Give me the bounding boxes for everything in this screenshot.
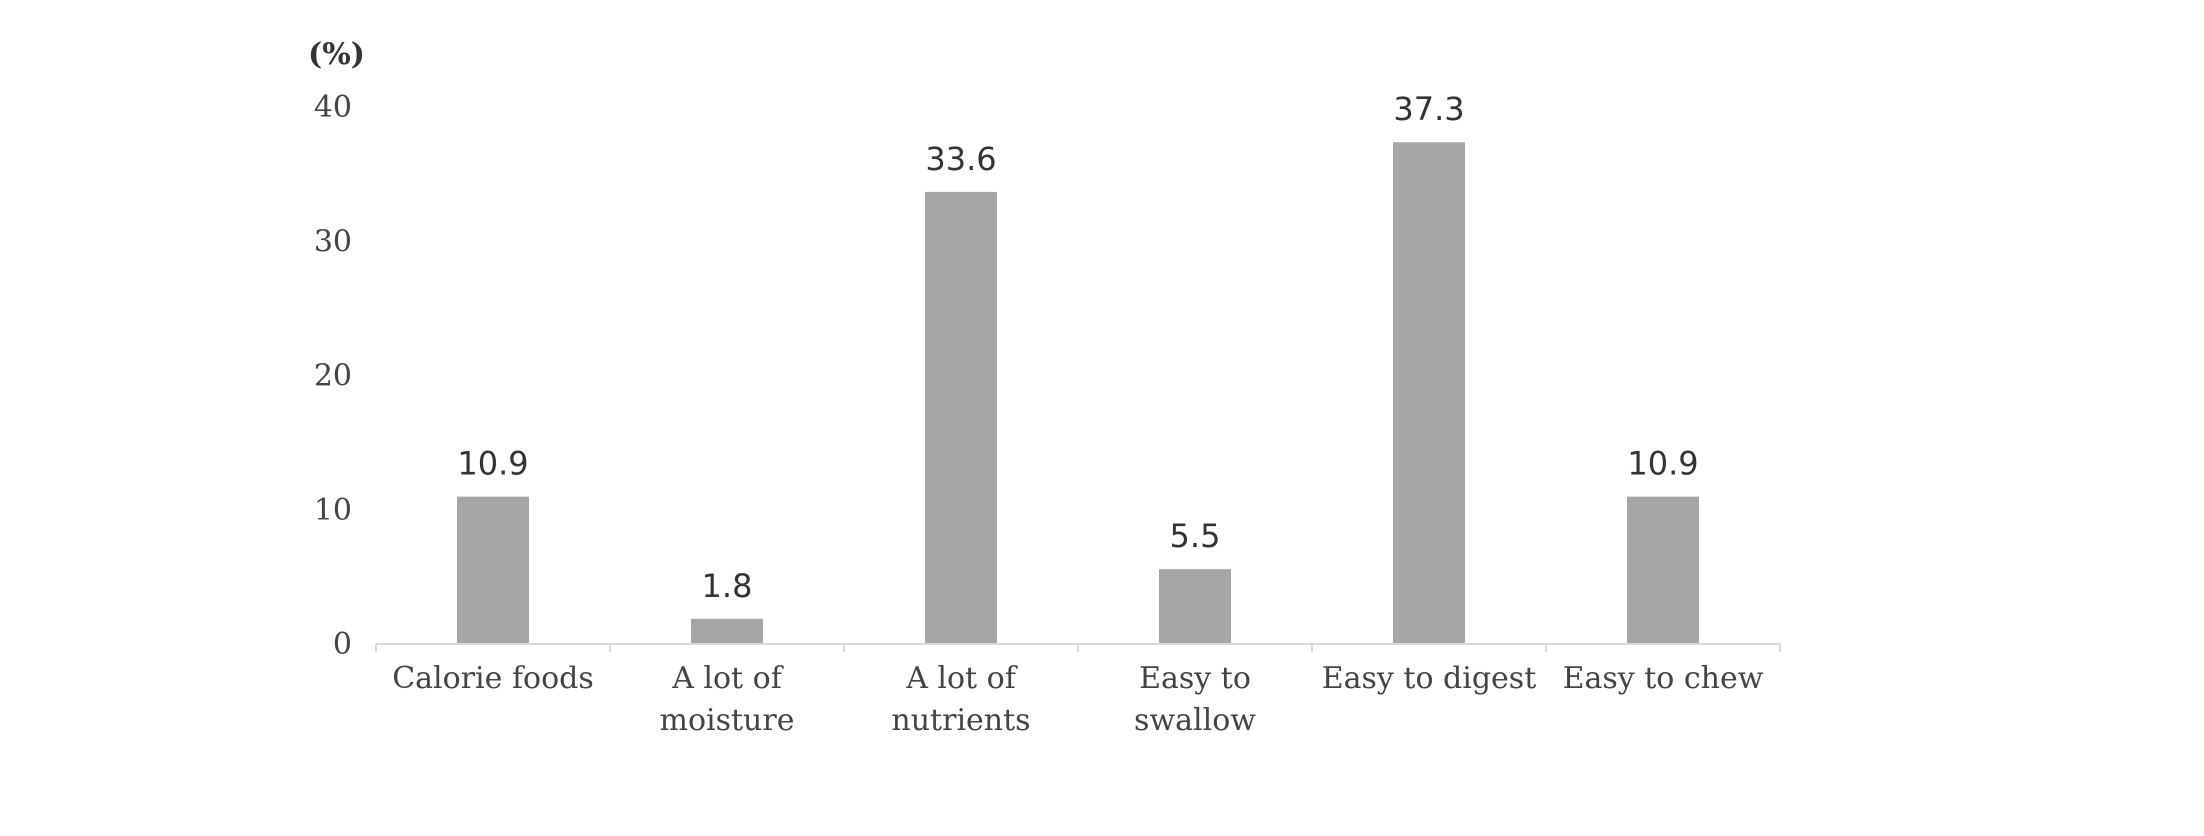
bar-value-label: 37.3	[1393, 90, 1464, 128]
category-label-line: Easy to chew	[1563, 661, 1764, 696]
category-label: Easy to swallow	[1134, 661, 1256, 738]
y-tick-label: 30	[314, 224, 352, 259]
category-label-line: nutrients	[891, 703, 1030, 738]
bar	[1627, 496, 1699, 643]
y-axis-tick-labels: 0 10 20 30 40	[314, 90, 352, 662]
category-label-line: Easy to digest	[1322, 661, 1537, 696]
x-axis-ticks-group	[375, 644, 1781, 652]
bar-value-label: 1.8	[702, 567, 753, 605]
category-label-line: Calorie foods	[392, 661, 594, 696]
bars-group	[457, 142, 1699, 644]
category-label: Calorie foods	[392, 661, 594, 696]
category-labels-group: Calorie foods A lot of moisture A lot of nut…	[392, 661, 1764, 738]
y-tick-label: 20	[314, 359, 352, 394]
category-label-line: Easy to	[1139, 661, 1251, 696]
bar-value-label: 10.9	[457, 445, 528, 483]
bar-value-label: 5.5	[1170, 517, 1221, 555]
category-label-line: A lot of	[905, 661, 1018, 696]
bar	[1159, 569, 1231, 643]
y-tick-label: 40	[314, 90, 352, 125]
y-axis-unit-label: (%)	[308, 37, 365, 72]
y-tick-label: 10	[314, 493, 352, 528]
category-label: A lot of moisture	[660, 661, 795, 738]
category-label-line: moisture	[660, 703, 795, 738]
category-label-line: swallow	[1134, 703, 1256, 738]
category-label: A lot of nutrients	[891, 661, 1030, 738]
value-labels-group: 10.9 1.8 33.6 5.5 37.3 10.9	[457, 90, 1698, 605]
category-label: Easy to digest	[1322, 661, 1537, 696]
bar	[457, 496, 529, 643]
bar	[925, 191, 997, 644]
category-label-line: A lot of	[671, 661, 784, 696]
bar-value-label: 10.9	[1627, 445, 1698, 483]
category-label: Easy to chew	[1563, 661, 1764, 696]
bar	[691, 618, 763, 643]
bar	[1393, 142, 1465, 643]
bar-value-label: 33.6	[925, 140, 996, 178]
y-tick-label: 0	[333, 627, 352, 662]
